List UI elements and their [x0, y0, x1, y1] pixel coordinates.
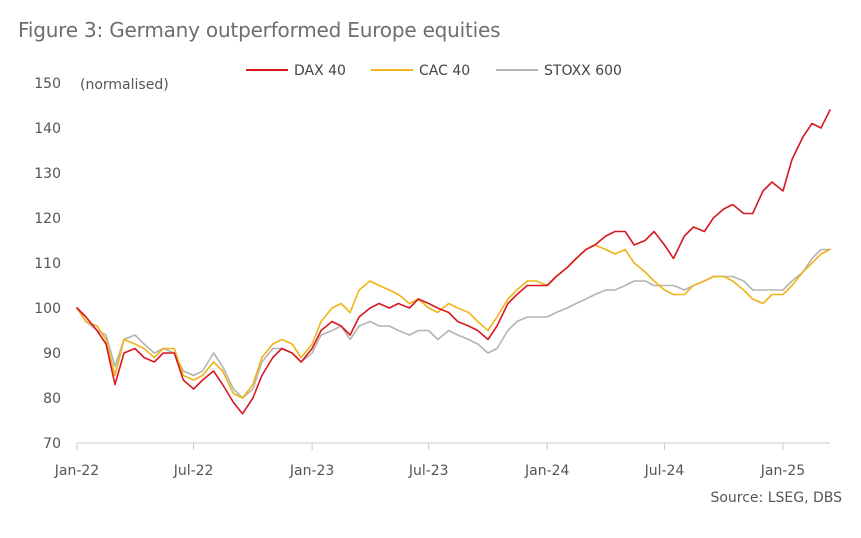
legend: DAX 40 CAC 40 STOXX 600	[246, 63, 622, 79]
y-tick-label: 90	[43, 346, 61, 362]
source-note: Source: LSEG, DBS	[710, 490, 842, 506]
y-axis-unit-label: (normalised)	[80, 77, 169, 93]
y-tick-label: 110	[34, 256, 61, 272]
series-line-stoxx-600	[76, 248, 831, 399]
legend-label-stoxx-600: STOXX 600	[544, 63, 622, 79]
x-tick-label: Jan-23	[289, 463, 334, 479]
y-tick-label: 150	[34, 76, 61, 92]
series-line-dax-40	[76, 109, 831, 415]
chart-title: Figure 3: Germany outperformed Europe eq…	[18, 18, 501, 42]
series-line-cac-40	[76, 244, 831, 399]
x-axis: Jan-22 Jul-22 Jan-23 Jul-23 Jan-24 Jul-24 Jan-…	[54, 443, 805, 479]
y-tick-label: 130	[34, 166, 61, 182]
y-tick-label: 70	[43, 436, 61, 452]
x-tick-label: Jan-25	[760, 463, 805, 479]
x-tick-label: Jul-24	[644, 463, 685, 479]
x-tick-label: Jul-23	[408, 463, 449, 479]
x-tick-label: Jul-22	[173, 463, 214, 479]
y-tick-label: 140	[34, 121, 61, 137]
y-axis-labels: 70 80 90 100 110 120 130 140 150	[34, 76, 61, 452]
series-lines	[76, 109, 831, 415]
x-tick-label: Jan-24	[524, 463, 570, 479]
x-tick-label: Jan-22	[54, 463, 99, 479]
legend-label-cac-40: CAC 40	[419, 63, 470, 79]
y-tick-label: 120	[34, 211, 61, 227]
y-tick-label: 100	[34, 301, 61, 317]
legend-label-dax-40: DAX 40	[294, 63, 346, 79]
y-tick-label: 80	[43, 391, 61, 407]
